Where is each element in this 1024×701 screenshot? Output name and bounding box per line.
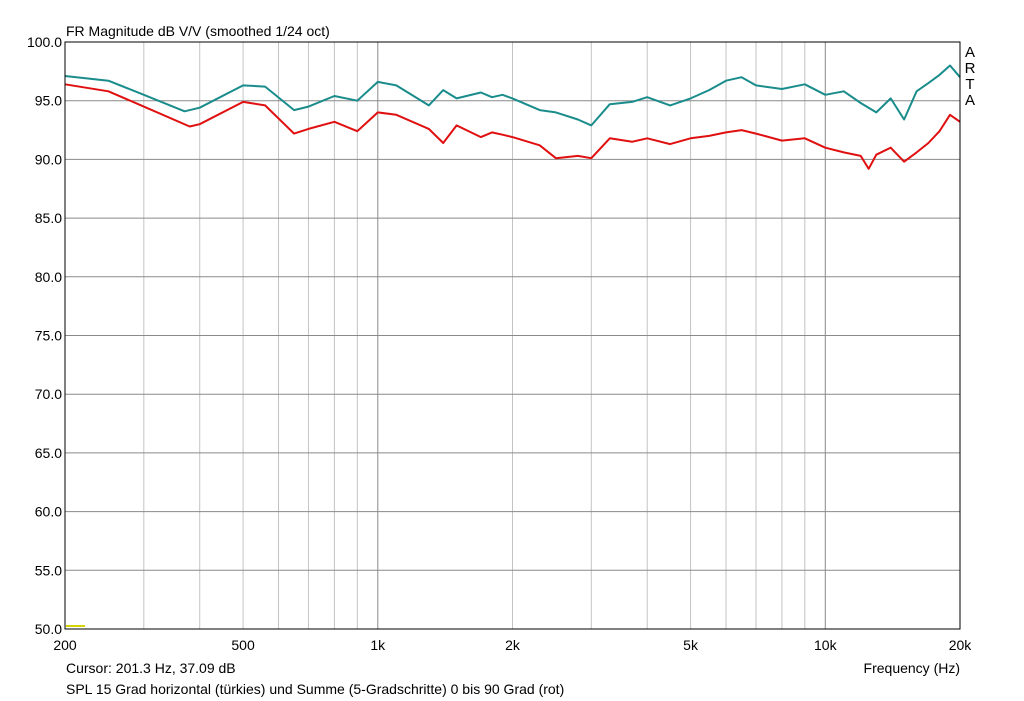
y-tick-label: 75.0 <box>35 328 62 344</box>
series-line-2 <box>64 83 961 170</box>
series-group <box>64 64 961 170</box>
chart-title: FR Magnitude dB V/V (smoothed 1/24 oct) <box>66 23 330 39</box>
x-tick-label: 2k <box>505 637 521 653</box>
arta-letter: A <box>965 92 975 109</box>
y-tick-label: 50.0 <box>35 621 62 637</box>
grid <box>65 42 960 629</box>
x-tick-label: 1k <box>370 637 386 653</box>
y-tick-label: 70.0 <box>35 386 62 402</box>
arta-letter: T <box>965 76 974 93</box>
series-line-1 <box>64 64 961 127</box>
y-tick-label: 95.0 <box>35 93 62 109</box>
x-axis: 200 500 1k 2k 5k 10k 20k <box>53 637 972 653</box>
x-tick-label: 200 <box>53 637 77 653</box>
y-tick-label: 65.0 <box>35 445 62 461</box>
y-tick-label: 55.0 <box>35 562 62 578</box>
y-axis: 100.0 95.0 90.0 85.0 80.0 75.0 70.0 65.0 60.0 55.… <box>27 34 62 637</box>
plot-frame <box>64 41 961 630</box>
x-tick-label: 500 <box>231 637 255 653</box>
y-tick-label: 100.0 <box>27 34 62 50</box>
y-tick-label: 80.0 <box>35 269 62 285</box>
x-axis-label: Frequency (Hz) <box>863 660 960 676</box>
y-tick-label: 85.0 <box>35 210 62 226</box>
chart-caption: SPL 15 Grad horizontal (türkies) und Sum… <box>66 681 565 697</box>
x-tick-label: 10k <box>814 637 838 653</box>
y-tick-label: 60.0 <box>35 504 62 520</box>
arta-letter: A <box>965 44 975 61</box>
arta-letter: R <box>965 60 976 77</box>
x-tick-label: 20k <box>949 637 973 653</box>
x-tick-label: 5k <box>683 637 699 653</box>
y-tick-label: 90.0 <box>35 151 62 167</box>
cursor-readout: Cursor: 201.3 Hz, 37.09 dB <box>66 660 236 676</box>
